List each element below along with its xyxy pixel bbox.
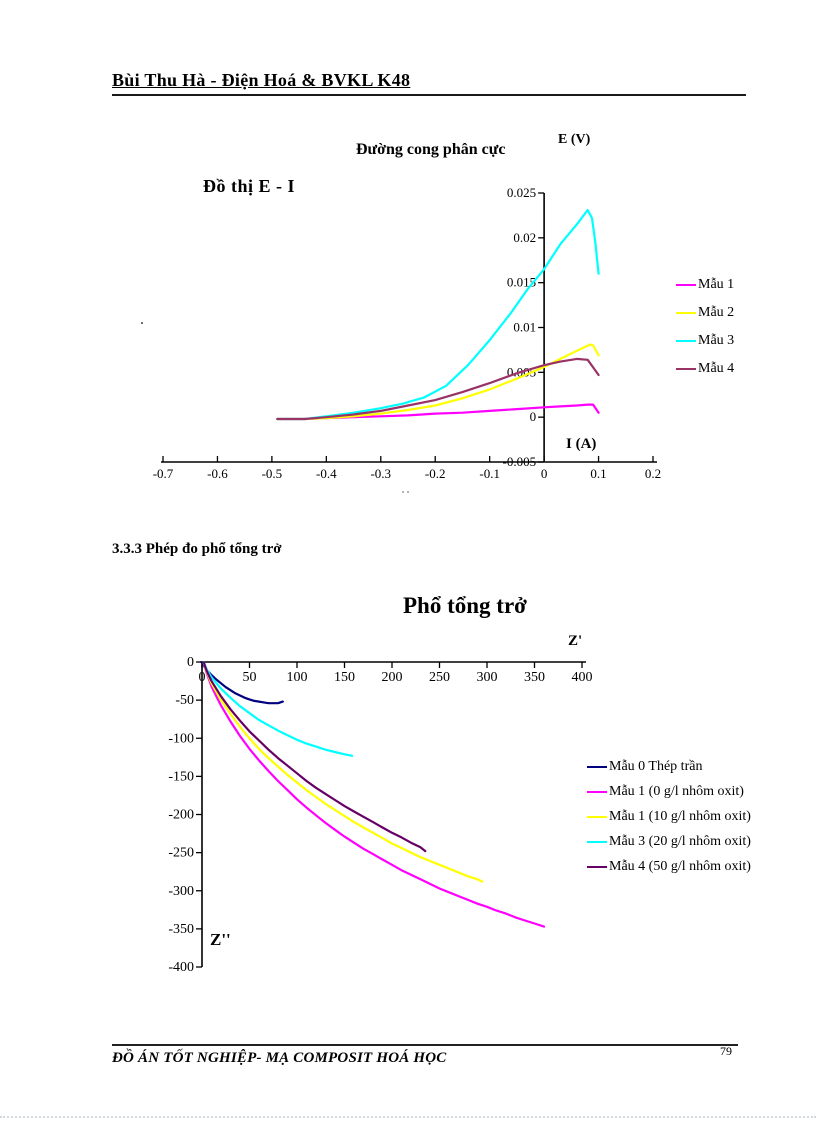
chart2-y-axis-label: Z'' [210,930,231,949]
legend-item: Mẫu 1 [676,271,734,299]
chart1-series-2 [276,343,600,421]
chart1-y-tick-label: 0 [530,409,537,424]
legend-swatch-line [676,340,696,342]
legend-swatch-line [676,368,696,370]
chart2-y-tick-label: -150 [168,769,194,784]
chart1-x-tick-label: 0.2 [645,466,661,481]
chart1-x-tick-label: -0.7 [153,466,174,481]
legend-swatch-line [587,865,607,868]
chart2-title: Phổ tổng trở [403,593,527,618]
page-number: 79 [720,1044,732,1058]
legend-item: Mẫu 3 [676,327,734,355]
legend-swatch-line [676,312,696,314]
chart2-plot: 0 50 100 150 200 250 300 350 400 -400 -350 -300 -250… [168,655,592,975]
legend-label: Mẫu 1 (0 g/l nhôm oxit) [609,783,744,799]
chart2-x-tick-label: 400 [572,670,593,685]
legend-label: Mẫu 2 [698,305,735,320]
chart1-x-tick-label: -0.5 [262,466,283,481]
chart1-y-tick-label: 0.01 [513,320,536,335]
chart1-x-tick-label: -0.4 [316,466,337,481]
legend-swatch-line [587,840,607,843]
chart1-x-tick-label: -0.3 [370,466,391,481]
chart1-y-tick-label: 0.005 [507,364,536,379]
header-title: Bùi Thu Hà - Điện Hoá & BVKL K48 [112,70,411,90]
chart2-x-tick-label: 100 [287,670,308,685]
chart1-y-tick-label: 0.025 [507,185,536,200]
legend-label: Mẫu 4 (50 g/l nhôm oxit) [609,858,751,874]
page-footer: ĐỒ ÁN TỐT NGHIỆP- MẠ COMPOSIT HOÁ HỌC [112,1044,738,1067]
bottom-dotted-rule [0,1116,816,1118]
chart1-series-4 [276,357,600,421]
section-heading: 3.3.3 Phép đo phổ tổng trở [112,541,282,557]
chart2-y-tick-label: 0 [187,655,194,670]
chart1-y-tick-label: 0.02 [513,230,536,245]
stray-mark [402,491,409,495]
legend-item: Mẫu 4 (50 g/l nhôm oxit) [587,854,751,879]
legend-item: Mẫu 1 (0 g/l nhôm oxit) [587,779,751,804]
legend-item: Mẫu 1 (10 g/l nhôm oxit) [587,804,751,829]
chart1-x-tick-label: -0.6 [207,466,228,481]
chart2-y-tick-label: -100 [168,731,194,746]
chart1-x-tick-label: -0.1 [479,466,500,481]
chart2-series-2 [202,662,546,928]
legend-item: Mẫu 3 (20 g/l nhôm oxit) [587,829,751,854]
chart2-y-tick-label: -400 [168,960,194,975]
chart1-x-axis-label: I (A) [566,436,597,452]
chart1-series-3 [276,208,600,421]
chart1-title: Đường cong phân cực [356,141,506,158]
chart2-x-tick-label: 200 [382,670,403,685]
chart2-x-tick-label: 150 [334,670,355,685]
chart2-series-5 [202,661,427,853]
legend-label: Mẫu 1 [698,277,735,292]
chart2-series-4 [202,661,354,757]
legend-label: Mẫu 3 [698,333,735,348]
legend-label: Mẫu 3 (20 g/l nhôm oxit) [609,833,751,849]
chart2-x-axis-label: Z' [568,633,583,649]
chart2-x-tick-label: 300 [477,670,498,685]
legend-label: Mẫu 4 [698,361,735,376]
chart2-y-tick-label: -300 [168,884,194,899]
legend-label: Mẫu 0 Thép trần [609,758,703,774]
chart2-y-tick-label: -350 [168,922,194,937]
chart2-x-tick-label: 0 [199,670,206,685]
chart2-y-tick-label: -250 [168,846,194,861]
chart2-x-tick-label: 250 [429,670,450,685]
legend-swatch-line [587,765,607,768]
legend-swatch-line [587,790,607,793]
chart2-legend: Mẫu 0 Thép trần Mẫu 1 (0 g/l nhôm oxit) … [587,754,751,879]
legend-item: Mẫu 2 [676,299,734,327]
chart1-x-tick-label: 0 [541,466,548,481]
chart2-x-tick-label: 350 [524,670,545,685]
chart1-series-1 [276,403,600,421]
legend-swatch-line [676,284,696,286]
legend-swatch-line [587,815,607,818]
page-header: Bùi Thu Hà - Điện Hoá & BVKL K48 [112,70,746,96]
stray-dot: . [140,311,144,328]
chart1-x-tick-label: -0.2 [425,466,446,481]
chart1-x-tick-label: 0.1 [590,466,606,481]
chart1-y-tick-label: 0.015 [507,275,536,290]
footer-title: ĐỒ ÁN TỐT NGHIỆP- MẠ COMPOSIT HOÁ HỌC [112,1050,447,1066]
chart1-annotation: Đồ thị E - I [203,176,296,196]
legend-item: Mẫu 0 Thép trần [587,754,751,779]
chart2-series-3 [202,662,484,883]
chart2-y-tick-label: -50 [175,693,194,708]
legend-item: Mẫu 4 [676,355,734,383]
legend-label: Mẫu 1 (10 g/l nhôm oxit) [609,808,751,824]
chart1-legend: Mẫu 1 Mẫu 2 Mẫu 3 Mẫu 4 [676,271,734,383]
chart2-series-1 [200,661,284,705]
chart1-y-axis-label: E (V) [558,132,591,147]
chart1-y-tick-label: -0.005 [503,454,537,469]
chart2-x-tick-label: 50 [243,670,257,685]
chart2-y-tick-label: -200 [168,808,194,823]
